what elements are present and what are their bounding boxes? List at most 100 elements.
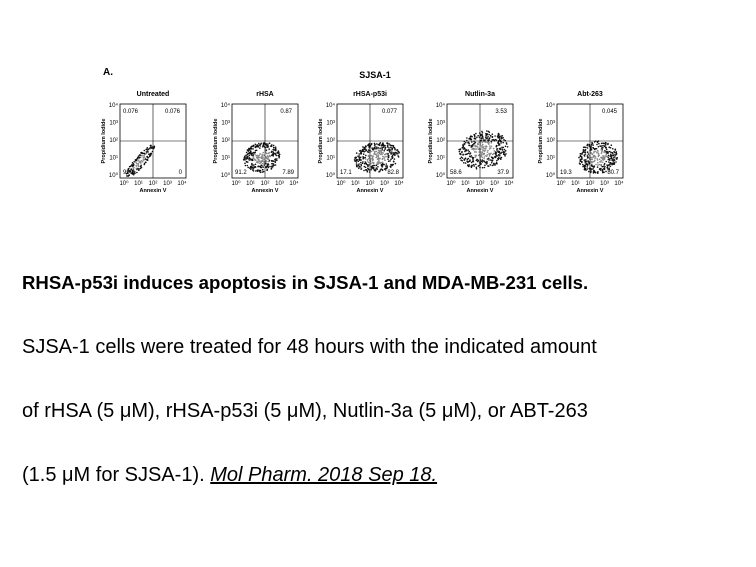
event-dot — [262, 151, 265, 154]
event-dot — [597, 151, 599, 153]
event-dot — [587, 143, 589, 146]
panel-name: Nutlin-3a — [465, 91, 495, 98]
event-dot — [246, 149, 249, 151]
event-dot — [265, 157, 268, 159]
event-dot — [149, 153, 152, 156]
event-dot — [275, 152, 277, 155]
event-dot — [397, 153, 399, 155]
event-dot — [595, 150, 597, 153]
event-dot — [483, 156, 486, 158]
event-dot — [135, 162, 138, 165]
event-dot — [370, 158, 372, 160]
event-dot — [467, 142, 469, 144]
x-tick-label: 10⁰ — [336, 180, 346, 187]
event-dot — [139, 167, 142, 170]
event-dot — [613, 157, 615, 159]
event-dot — [391, 157, 394, 159]
event-dot — [132, 173, 135, 176]
event-dot — [588, 170, 590, 173]
event-dot — [250, 159, 252, 161]
event-dot — [366, 158, 369, 161]
event-dot — [605, 150, 607, 153]
event-dot — [353, 159, 356, 161]
y-tick-label: 10³ — [436, 121, 445, 127]
event-dot — [246, 161, 249, 163]
citation[interactable]: Mol Pharm. 2018 Sep 18. — [210, 464, 438, 486]
event-dot — [145, 161, 147, 164]
event-dot — [389, 165, 392, 167]
event-dot — [591, 168, 593, 171]
event-dot — [498, 138, 501, 141]
event-dot — [481, 130, 483, 133]
event-dot — [271, 160, 273, 162]
event-dot — [140, 166, 143, 169]
event-dot — [247, 150, 250, 152]
event-dot — [370, 143, 373, 145]
event-dot — [245, 160, 248, 163]
event-dot — [496, 149, 498, 151]
event-dot — [381, 164, 384, 166]
event-dot — [482, 150, 485, 152]
event-dot — [462, 145, 465, 147]
event-dot — [600, 142, 603, 145]
event-dot — [126, 175, 128, 177]
event-dot — [476, 136, 478, 139]
event-dot — [496, 135, 499, 138]
event-dot — [615, 157, 618, 160]
event-dot — [492, 157, 495, 159]
event-dot — [379, 170, 381, 173]
event-dot — [608, 146, 610, 148]
event-dot — [490, 142, 493, 144]
event-dot — [581, 161, 583, 164]
event-dot — [604, 165, 606, 168]
event-dot — [608, 161, 610, 163]
event-dot — [581, 153, 583, 155]
event-dot — [375, 167, 378, 169]
event-dot — [500, 135, 502, 137]
event-dot — [253, 164, 255, 166]
event-dot — [262, 145, 265, 147]
event-dot — [600, 152, 603, 154]
event-dot — [391, 154, 394, 157]
event-dot — [361, 150, 364, 152]
event-dot — [464, 153, 467, 156]
event-dot — [592, 168, 594, 170]
quadrant-value: 80.7 — [607, 170, 619, 176]
event-dot — [269, 155, 272, 158]
event-dot — [257, 160, 259, 162]
event-dot — [256, 169, 259, 171]
event-dot — [389, 151, 391, 154]
event-dot — [463, 143, 466, 145]
event-dot — [248, 147, 250, 150]
event-dot — [604, 155, 606, 157]
event-dot — [250, 146, 252, 148]
x-tick-label: 10¹ — [571, 181, 580, 187]
event-dot — [478, 151, 481, 153]
event-dot — [584, 151, 587, 153]
event-dot — [480, 153, 483, 155]
event-dot — [254, 166, 256, 168]
event-dot — [494, 156, 496, 159]
event-dot — [466, 153, 469, 155]
event-dot — [504, 155, 506, 157]
event-dot — [462, 154, 464, 156]
event-dot — [488, 131, 491, 133]
event-dot — [602, 144, 604, 147]
event-dot — [392, 152, 395, 154]
event-dot — [372, 164, 374, 167]
y-tick-label: 10² — [436, 138, 445, 144]
event-dot — [498, 135, 501, 138]
x-tick-label: 10⁴ — [289, 180, 299, 187]
event-dot — [596, 149, 599, 152]
event-dot — [381, 166, 384, 168]
event-dot — [593, 150, 595, 153]
event-dot — [606, 166, 609, 169]
event-dot — [262, 159, 264, 161]
y-axis-label: Propidium Iodide — [428, 119, 434, 164]
event-dot — [378, 144, 381, 146]
event-dot — [386, 167, 388, 169]
event-dot — [601, 157, 604, 160]
event-dot — [584, 149, 587, 151]
event-dot — [586, 160, 588, 163]
